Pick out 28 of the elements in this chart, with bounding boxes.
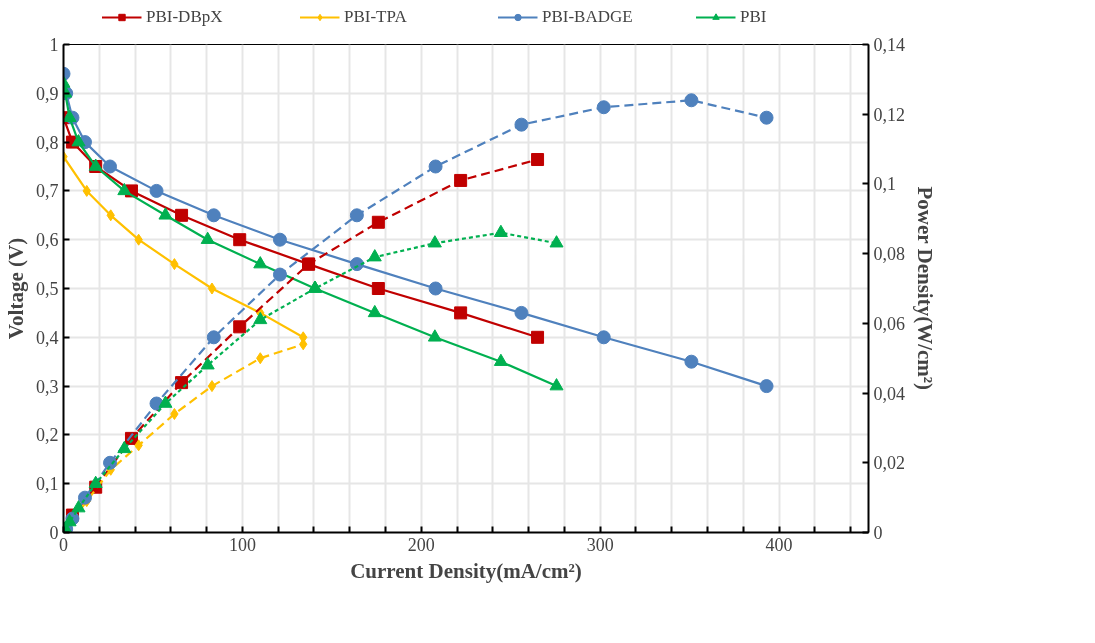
y2-tick-label: 0,14 <box>873 35 905 55</box>
x-tick-label: 400 <box>765 534 793 555</box>
y-tick-label: 0,4 <box>36 327 59 348</box>
legend-label: PBI-BADGE <box>542 7 634 27</box>
x-tick-label: 300 <box>586 534 614 555</box>
legend-label: PBI-DBpX <box>146 7 224 27</box>
x-tick-label: 200 <box>407 534 435 555</box>
y2-axis-title: Power Density(W/cm²) <box>913 186 937 391</box>
y-tick-label: 0,2 <box>36 425 59 446</box>
y-tick-label: 0,3 <box>36 376 59 397</box>
y2-tick-label: 0,1 <box>873 174 896 195</box>
y-tick-label: 0,9 <box>36 83 59 104</box>
y2-tick-label: 0,08 <box>873 244 905 265</box>
y2-tick-label: 0,12 <box>873 104 905 125</box>
y2-tick-label: 0,04 <box>873 383 905 404</box>
legend-label: PBI-TPA <box>344 7 408 27</box>
y-tick-label: 0,1 <box>36 474 59 495</box>
y-axis-title: Voltage (V) <box>4 237 28 340</box>
y-tick-label: 0,6 <box>36 230 59 251</box>
x-axis-title: Current Density(mA/cm²) <box>350 558 582 583</box>
y2-tick-label: 0,02 <box>873 453 905 474</box>
y2-tick-label: 0,06 <box>873 313 905 334</box>
x-tick-label: 100 <box>228 534 256 555</box>
y-tick-label: 0,5 <box>36 279 59 299</box>
y-tick-label: 0,8 <box>36 132 59 153</box>
y-tick-label: 0,7 <box>36 181 59 202</box>
y-tick-label: 1 <box>49 35 59 55</box>
legend-label: PBI <box>740 7 768 27</box>
